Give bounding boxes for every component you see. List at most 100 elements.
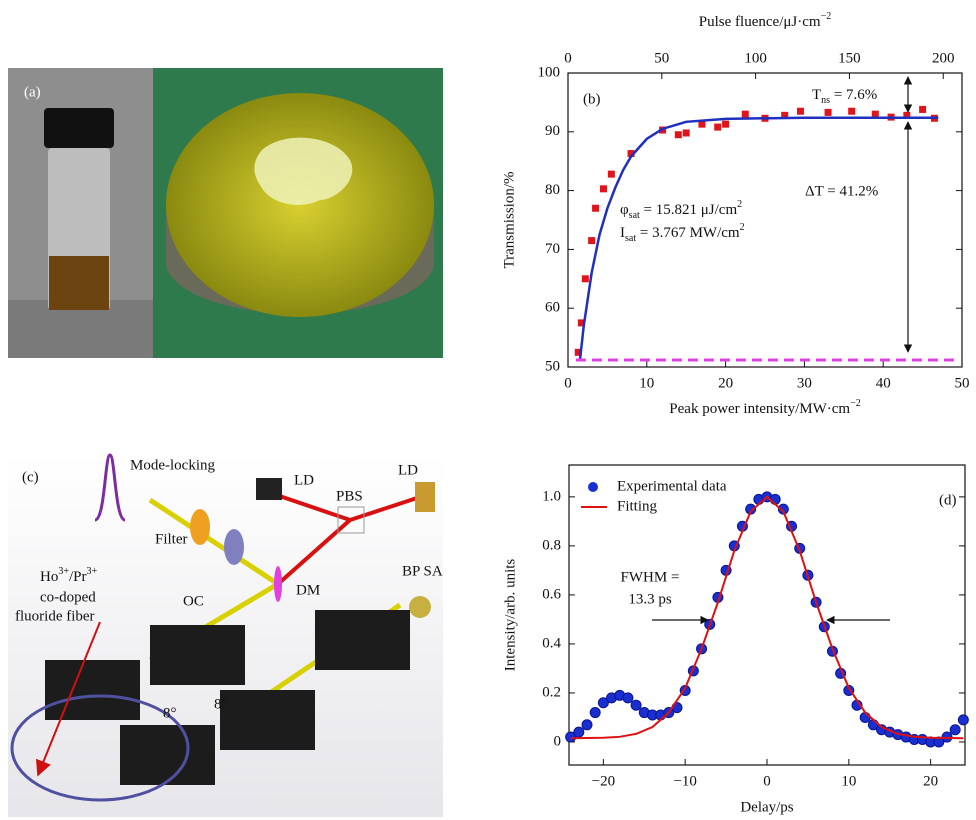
text-part: 2: [740, 222, 745, 233]
annotation: ΔT = 41.2%: [805, 183, 878, 199]
diagram-label: co-doped: [40, 589, 96, 605]
panel-label: (c): [22, 469, 39, 485]
label-part: Ho: [40, 569, 58, 585]
x-tick-label: 20: [923, 773, 938, 789]
x-tick-label: 50: [955, 375, 970, 391]
marker: [949, 724, 961, 736]
x-tick-label: 40: [876, 375, 891, 391]
annotation: Isat = 3.767 MW/cm2: [620, 222, 745, 244]
marker: [622, 692, 634, 704]
x2-axis-label: Pulse fluence/μJ·cm−2: [699, 11, 831, 30]
x-tick-label: 10: [841, 773, 856, 789]
x2-tick-label: 50: [654, 50, 669, 66]
y-tick-label: 0.4: [542, 635, 561, 651]
y-tick-label: 90: [545, 123, 560, 139]
diagram-label: LD: [398, 462, 418, 478]
text-part: = 15.821 μJ/cm: [640, 202, 738, 218]
x-axis-label: Peak power intensity/MW·cm−2: [669, 398, 860, 417]
y-tick-label: 0: [554, 733, 562, 749]
marker: [573, 726, 585, 738]
marker: [565, 731, 577, 743]
marker: [903, 111, 911, 119]
marker: [714, 123, 722, 131]
text-part: ns: [821, 95, 830, 106]
marker: [592, 204, 600, 212]
text-part: −2: [850, 398, 861, 409]
marker: [588, 237, 596, 245]
legend-marker: [588, 482, 598, 492]
text-part: I: [620, 225, 625, 241]
marker: [682, 129, 690, 137]
marker: [574, 348, 582, 356]
diagram-label: Mode-locking: [130, 457, 215, 473]
marker: [859, 711, 871, 723]
marker: [781, 111, 789, 119]
text-part: Pulse fluence/μJ·cm: [699, 14, 821, 30]
marker: [577, 319, 585, 327]
marker: [698, 120, 706, 128]
x-tick-label: 30: [797, 375, 812, 391]
panel-label: (d): [939, 492, 957, 508]
annotation: FWHM =: [621, 569, 680, 585]
text-part: −2: [821, 11, 832, 22]
marker: [627, 150, 635, 158]
marker: [589, 707, 601, 719]
y-axis-label: Intensity/arb. units: [502, 559, 518, 672]
panel-label: (a): [24, 84, 41, 100]
diagram-label: DM: [296, 582, 320, 598]
text-part: φ: [620, 202, 629, 218]
label-part: /Pr: [69, 569, 87, 585]
annotation: φsat = 15.821 μJ/cm2: [620, 199, 742, 221]
y-tick-label: 100: [538, 64, 561, 80]
x2-tick-label: 100: [744, 50, 767, 66]
y-tick-label: 60: [545, 300, 560, 316]
legend-label: Fitting: [617, 498, 658, 514]
y-tick-label: 0.2: [542, 684, 561, 700]
text-part: sat: [629, 210, 640, 221]
marker: [674, 131, 682, 139]
marker: [824, 108, 832, 116]
text-part: = 7.6%: [830, 87, 877, 103]
text-part: Peak power intensity/MW·cm: [669, 401, 850, 417]
marker: [630, 699, 642, 711]
annotation: Tns = 7.6%: [812, 87, 877, 106]
diagram-label: 8°: [163, 705, 177, 721]
marker: [796, 107, 804, 115]
diagram-label: LD: [294, 472, 314, 488]
x2-tick-label: 0: [564, 50, 572, 66]
x2-tick-label: 200: [932, 50, 955, 66]
text-part: 2: [737, 199, 742, 210]
diagram-label: 8°: [214, 696, 228, 712]
plot-frame: [567, 72, 963, 368]
diagram-label: Filter: [155, 531, 188, 547]
y-tick-label: 50: [545, 358, 560, 374]
x-tick-label: −20: [592, 773, 615, 789]
marker: [848, 107, 856, 115]
x-tick-label: 0: [763, 773, 771, 789]
text-part: sat: [625, 233, 636, 244]
y-tick-label: 0.8: [542, 537, 561, 553]
marker: [722, 120, 730, 128]
diagram-label: Ho3+/Pr3+: [40, 566, 98, 585]
marker: [741, 110, 749, 118]
panel-label: (b): [583, 91, 601, 107]
x-tick-label: 20: [718, 375, 733, 391]
label-sup: 3+: [58, 566, 69, 577]
marker: [957, 714, 969, 726]
marker: [581, 275, 589, 283]
y-tick-label: 80: [545, 182, 560, 198]
fit-line: [578, 116, 939, 362]
marker: [919, 105, 927, 113]
x-tick-label: 10: [639, 375, 654, 391]
diagram-label: PBS: [336, 488, 363, 504]
x-tick-label: 0: [564, 375, 572, 391]
diagram-label: BP SA: [402, 563, 443, 579]
y-tick-label: 70: [545, 241, 560, 257]
marker: [597, 697, 609, 709]
annotation: 13.3 ps: [628, 591, 672, 607]
y-axis-label: Transmission/%: [501, 172, 517, 269]
fit-line: [570, 495, 964, 740]
marker: [599, 185, 607, 193]
